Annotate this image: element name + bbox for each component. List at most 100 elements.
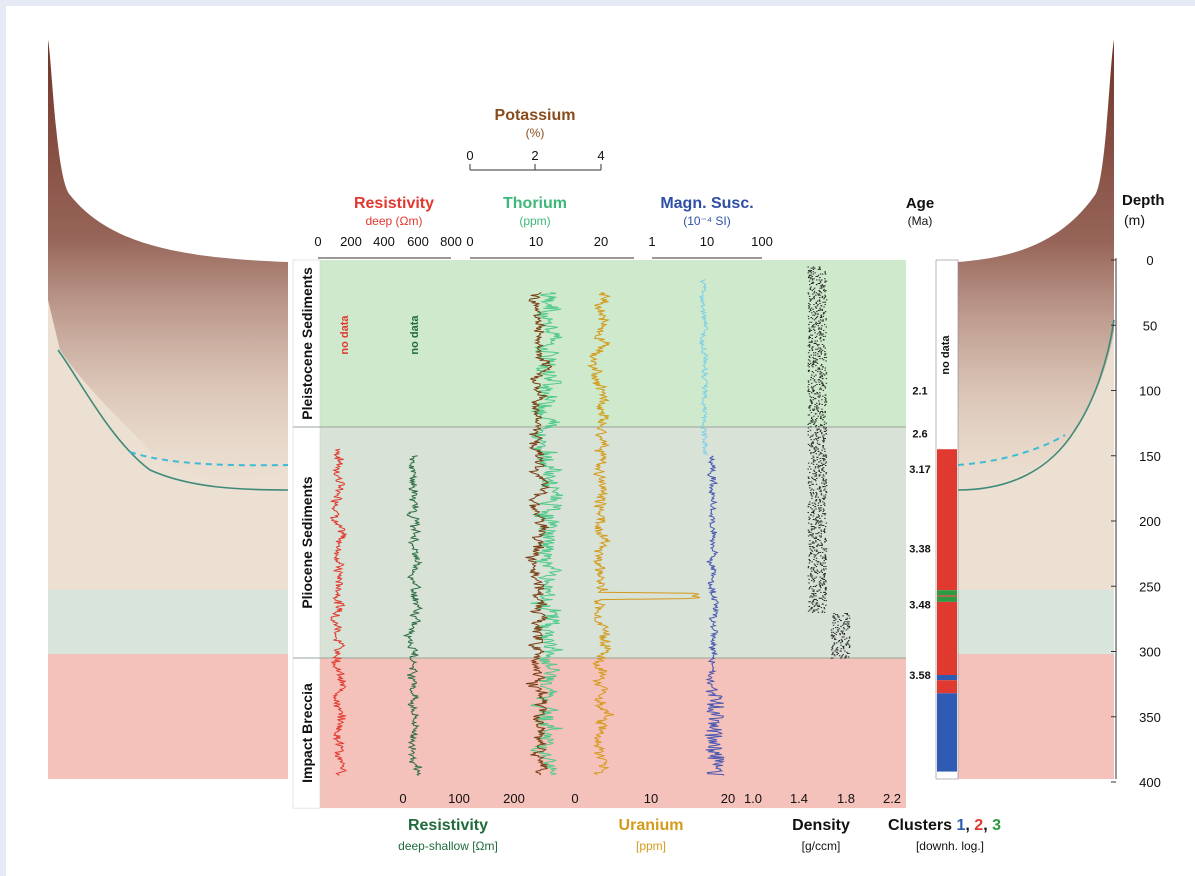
density-point [812,293,814,295]
density-point [819,562,822,564]
density-point [822,329,825,331]
density-point [819,413,821,415]
density-point [822,346,825,348]
density-point [824,354,826,356]
density-point [823,608,826,610]
density-point [809,391,811,393]
density-point [822,373,825,375]
resistivity-deep-axis: Resistivity deep (Ωm) 0 200 400 600 800 [314,195,462,259]
density-point [824,562,826,564]
density-point [820,472,822,474]
density-point [819,509,821,511]
density-point [815,275,817,277]
density-point [823,560,826,562]
density-point [835,627,837,629]
density-point [810,453,812,455]
magn-susc-title: Magn. Susc. [660,195,753,212]
density-point [807,414,810,416]
density-point [815,602,818,604]
density-point [825,326,827,328]
density-point [813,589,815,591]
density-point [825,604,827,606]
density-point [814,571,816,573]
density-point [821,598,824,600]
density-point [807,388,810,390]
density-point [819,500,822,502]
density-point [819,501,821,503]
density-point [809,575,812,577]
seismic-right-panel [957,40,1115,779]
density-point [848,637,851,639]
density-point [808,306,811,308]
density-point [808,477,810,479]
cluster-label-2: 2 [974,817,983,834]
density-point [808,349,811,351]
density-point [812,511,815,513]
density-point [815,609,817,611]
density-point [820,535,822,537]
density-point [822,501,824,503]
density-title: Density [792,817,850,834]
density-point [821,320,824,322]
density-point [824,496,827,498]
density-point [814,406,816,408]
depth-tick-300: 300 [1139,645,1161,660]
clusters-axis: Clusters 1, 2, 3 [downh. log.] [888,817,1001,853]
density-point [809,304,811,306]
density-point [818,322,821,324]
depth-tick-350: 350 [1139,710,1161,725]
density-point [813,298,815,300]
density-point [836,654,838,656]
density-point [807,389,809,391]
density-point [839,632,841,634]
density-point [821,425,823,427]
density-point [809,481,811,483]
density-point [813,415,815,417]
density-point [825,456,828,458]
density-point [812,603,814,605]
density-point [849,645,851,647]
density-point [817,514,820,516]
density-point [814,570,816,572]
density-point [817,466,819,468]
density-point [809,409,812,411]
density-point [814,403,816,405]
density-point [825,360,827,362]
density-point [812,600,815,602]
density-point [846,617,849,619]
density-point [824,415,826,417]
density-point [823,448,826,450]
density-point [822,548,825,550]
density-point [811,457,813,459]
density-point [809,503,811,505]
density-point [816,550,818,552]
density-point [820,351,822,353]
density-point [845,618,847,620]
density-point [824,428,826,430]
density-point [824,405,826,407]
density-point [820,416,822,418]
density-point [842,648,845,650]
density-point [809,278,812,280]
density-point [831,657,834,659]
density-point [821,468,823,470]
density-point [816,311,818,313]
density-point [808,302,810,304]
density-point [819,551,822,553]
density-point [808,341,811,343]
density-point [840,620,842,622]
density-point [823,503,825,505]
density-point [818,388,821,390]
density-point [812,271,814,273]
density-point [808,531,810,533]
density-point [813,447,815,449]
density-point [812,489,815,491]
density-point [819,287,821,289]
density-point [821,408,823,410]
resistivity-deep-tick-0: 0 [314,234,321,249]
density-point [823,573,826,575]
density-point [822,441,825,443]
density-point [820,507,822,509]
density-point [817,448,819,450]
density-point [837,621,839,623]
